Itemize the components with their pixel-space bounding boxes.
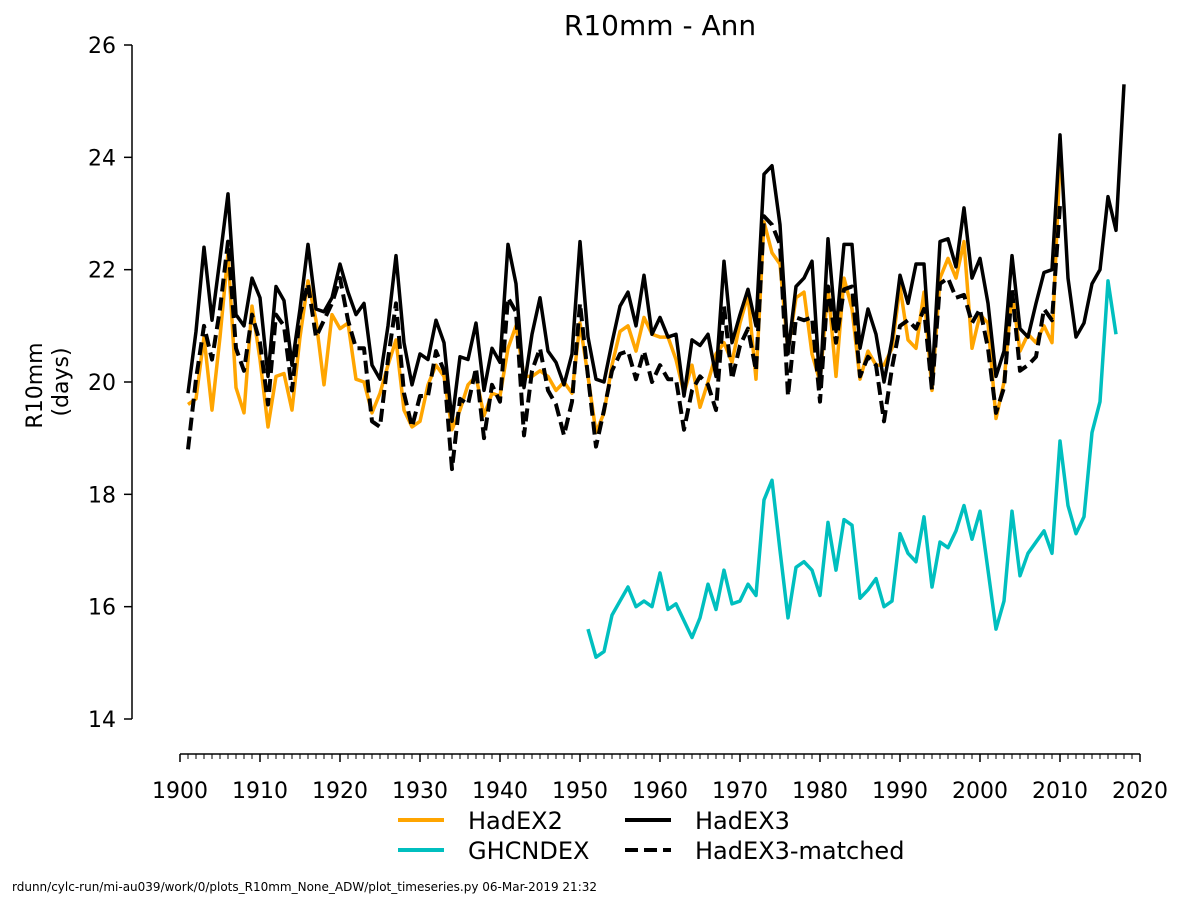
x-axis: 1900 1910 1920 1930 1940 1950 1960 1970 1980 1990… (152, 753, 1168, 804)
x-tick-label: 1900 (152, 779, 208, 804)
x-tick-label: 1910 (232, 779, 288, 804)
legend-label: HadEX3-matched (695, 837, 904, 865)
series-line-ghcndex (586, 279, 1118, 659)
series-line-hadex3 (186, 84, 1126, 424)
x-tick-label: 1930 (392, 779, 448, 804)
x-tick-label: 1920 (312, 779, 368, 804)
legend-label: GHCNDEX (468, 837, 589, 865)
x-tick-label: 1990 (872, 779, 928, 804)
x-tick-label: 2010 (1032, 779, 1088, 804)
y-axis-label-line1: R10mm (23, 342, 48, 428)
x-tick-label: 1970 (712, 779, 768, 804)
x-tick-label: 2000 (952, 779, 1008, 804)
x-tick-label: 1940 (472, 779, 528, 804)
y-tick-label: 22 (88, 259, 116, 284)
chart-title: R10mm - Ann (564, 9, 756, 42)
y-tick-label: 24 (88, 146, 116, 171)
x-tick-label: 1960 (632, 779, 688, 804)
legend-label: HadEX3 (695, 807, 790, 835)
y-tick-label: 14 (88, 708, 116, 733)
series-line-hadex3-matched (186, 204, 1062, 472)
footer-text: rdunn/cylc-run/mi-au039/work/0/plots_R10… (12, 880, 597, 894)
x-tick-label: 1950 (552, 779, 608, 804)
y-tick-label: 16 (88, 596, 116, 621)
series-lines (186, 84, 1126, 659)
y-axis-label-line2: (days) (49, 347, 74, 416)
y-tick-label: 26 (88, 34, 116, 59)
x-tick-label: 1980 (792, 779, 848, 804)
y-axis: 14 16 18 20 22 24 26 (88, 34, 133, 733)
legend-label: HadEX2 (468, 807, 563, 835)
x-tick-label: 2020 (1112, 779, 1168, 804)
series-line-hadex2 (186, 160, 1062, 435)
y-axis-label: R10mm (days) (23, 335, 74, 428)
y-tick-label: 18 (88, 483, 116, 508)
y-tick-label: 20 (88, 371, 116, 396)
